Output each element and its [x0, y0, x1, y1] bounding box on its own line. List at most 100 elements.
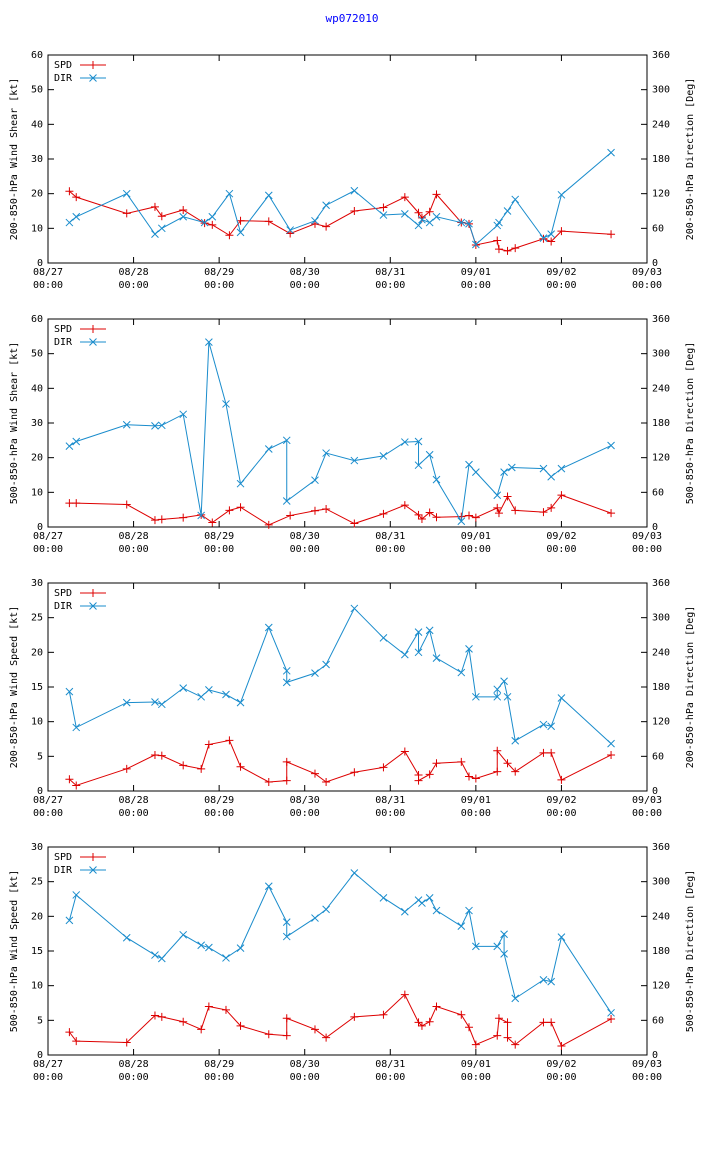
legend-marker-spd: [89, 325, 97, 333]
point-dir: [322, 449, 330, 457]
legend-label-spd: SPD: [54, 324, 72, 335]
point-dir: [236, 479, 245, 488]
y2-tick-label: 300: [652, 85, 670, 96]
x-tick-time: 00:00: [546, 1072, 576, 1083]
series-line-spd: [69, 190, 612, 252]
series-line-spd: [68, 993, 612, 1047]
point-spd: [511, 767, 520, 776]
point-spd: [225, 736, 234, 745]
point-spd: [350, 1012, 359, 1021]
x-tick-label: 08/30: [290, 795, 320, 806]
point-dir: [379, 452, 388, 460]
point-spd: [607, 750, 616, 759]
legend-label-dir: DIR: [54, 865, 73, 876]
y2-tick-label: 120: [652, 717, 670, 728]
x-tick-label: 08/29: [204, 267, 234, 278]
x-tick-label: 09/03: [632, 795, 662, 806]
series-line-dir: [69, 152, 612, 246]
point-dir: [425, 218, 434, 227]
point-spd: [322, 777, 331, 786]
point-dir: [72, 723, 81, 732]
x-tick-label: 08/29: [204, 1059, 234, 1070]
point-dir: [65, 442, 74, 450]
point-spd: [547, 503, 556, 512]
y2-tick-label: 180: [652, 418, 670, 429]
y2-tick-label: 60: [652, 487, 664, 498]
y2-tick-label: 240: [652, 647, 670, 658]
point-dir: [539, 234, 548, 243]
y-tick-label: 50: [31, 349, 43, 360]
point-dir: [400, 650, 409, 659]
legend-marker-spd: [89, 61, 97, 69]
point-dir: [122, 189, 131, 198]
point-dir: [65, 218, 74, 227]
y-tick-label: 25: [31, 613, 43, 624]
point-dir: [179, 410, 188, 419]
point-spd: [122, 764, 131, 773]
point-dir: [205, 686, 213, 694]
legend-label-spd: SPD: [54, 852, 72, 863]
point-dir: [236, 228, 245, 237]
x-tick-label: 08/30: [290, 1059, 320, 1070]
y2-tick-label: 180: [652, 946, 670, 957]
point-dir: [539, 976, 548, 984]
point-dir: [500, 930, 508, 939]
x-tick-label: 09/01: [461, 795, 491, 806]
point-spd: [547, 237, 556, 246]
point-spd: [607, 1014, 616, 1023]
point-dir: [472, 240, 480, 249]
point-dir: [465, 460, 473, 469]
x-tick-time: 00:00: [119, 280, 149, 291]
point-dir: [557, 694, 566, 702]
point-dir: [222, 954, 230, 962]
point-dir: [457, 517, 466, 526]
plot-frame: [47, 318, 648, 528]
point-spd: [414, 776, 423, 785]
point-spd: [379, 509, 388, 518]
point-dir: [425, 626, 434, 635]
point-dir: [179, 930, 188, 939]
point-dir: [179, 684, 188, 693]
series-line-dir: [69, 341, 612, 523]
point-dir: [311, 476, 319, 485]
point-spd: [539, 1018, 548, 1027]
legend-marker-dir: [89, 866, 97, 874]
y-tick-label: 15: [31, 946, 43, 957]
point-dir: [122, 698, 131, 707]
point-dir: [286, 226, 295, 234]
point-dir: [547, 977, 556, 986]
x-tick-time: 00:00: [119, 1072, 149, 1083]
y2-tick-label: 360: [652, 842, 670, 853]
point-spd: [379, 763, 388, 772]
x-tick-time: 00:00: [119, 808, 149, 819]
point-dir: [511, 195, 520, 204]
series-line-dir: [68, 872, 612, 1014]
point-spd: [511, 1040, 520, 1049]
point-dir: [282, 678, 291, 687]
point-spd: [511, 506, 520, 515]
x-tick-time: 00:00: [461, 808, 491, 819]
point-dir: [500, 468, 508, 476]
point-spd: [282, 1014, 291, 1023]
point-dir: [414, 628, 423, 636]
point-dir: [493, 491, 502, 500]
point-dir: [539, 464, 548, 473]
point-dir: [264, 623, 273, 632]
point-dir: [500, 677, 508, 686]
point-spd: [607, 230, 616, 239]
x-tick-label: 08/27: [33, 795, 63, 806]
legend-label-spd: SPD: [54, 60, 72, 71]
y-tick-label: 10: [31, 223, 43, 234]
point-dir: [350, 186, 359, 195]
point-dir: [379, 211, 388, 219]
legend-label-spd: SPD: [54, 588, 72, 599]
series-line-spd: [69, 739, 612, 787]
plot-frame: [47, 582, 648, 792]
x-tick-time: 00:00: [546, 808, 576, 819]
point-spd: [208, 220, 217, 229]
y2-tick-label: 120: [652, 453, 670, 464]
y-tick-label: 10: [31, 487, 43, 498]
point-spd: [493, 1031, 502, 1040]
point-dir: [414, 648, 423, 657]
y2-tick-label: 300: [652, 349, 670, 360]
